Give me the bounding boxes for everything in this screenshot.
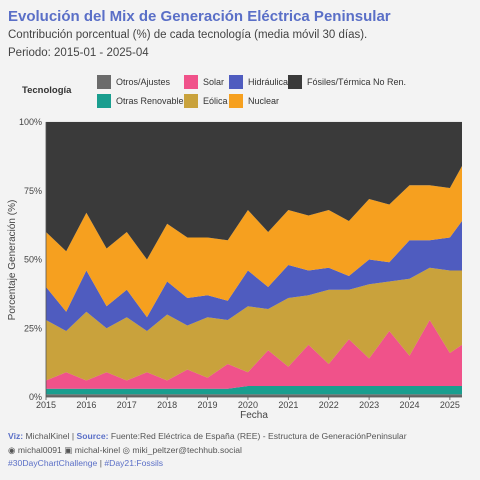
legend-label: Nuclear bbox=[248, 96, 280, 106]
x-tick-label: 2024 bbox=[399, 400, 419, 410]
area-series-hidraulica bbox=[46, 221, 462, 331]
y-tick-label: 100% bbox=[19, 117, 42, 127]
legend-swatch bbox=[288, 75, 302, 89]
legend-label: Otros/Ajustes bbox=[116, 77, 171, 87]
area-series-otros-ajustes bbox=[46, 394, 462, 397]
legend-swatch bbox=[184, 75, 198, 89]
chart-subtitle: Contribución porcentual (%) de cada tecn… bbox=[8, 29, 368, 41]
axes: 0% 25% 50% 75% 100% 2015 2016 2017 2018 2019 2020 2… bbox=[19, 117, 462, 410]
legend-swatch bbox=[97, 94, 111, 108]
legend-label: Fósiles/Térmica No Ren. bbox=[307, 77, 407, 87]
legend-title: Tecnología bbox=[22, 85, 72, 96]
hashtag-day[interactable]: #Day21:Fossils bbox=[104, 458, 164, 468]
separator-2: | bbox=[99, 458, 102, 468]
footer: Viz: MichalKinel | Source: Fuente:Red El… bbox=[8, 430, 407, 471]
linkedin-handle[interactable]: michal-kinel bbox=[74, 444, 121, 455]
x-tick-label: 2015 bbox=[36, 400, 56, 410]
x-tick-label: 2019 bbox=[198, 400, 218, 410]
area-series-solar bbox=[46, 320, 462, 389]
legend-swatch bbox=[97, 75, 111, 89]
x-axis-label: Fecha bbox=[240, 410, 268, 421]
legend-label: Otras Renovables bbox=[116, 96, 189, 106]
y-tick-label: 0% bbox=[29, 392, 42, 402]
linkedin-icon: ▣ bbox=[64, 444, 73, 455]
chart-period: Periodo: 2015-01 - 2025-04 bbox=[8, 47, 149, 59]
area-series-fosiles-termica-no-ren bbox=[46, 122, 462, 260]
source-value: Fuente:Red Eléctrica de España (REE) - E… bbox=[110, 431, 407, 441]
x-tick-label: 2020 bbox=[238, 400, 258, 410]
y-tick-label: 75% bbox=[24, 186, 42, 196]
legend-label: Solar bbox=[203, 77, 225, 87]
area-layer bbox=[46, 122, 462, 397]
legend-item-otras-renovables: Otras Renovables bbox=[97, 94, 188, 108]
source-label: Source: bbox=[76, 431, 109, 441]
x-tick-label: 2018 bbox=[157, 400, 177, 410]
separator: | bbox=[71, 431, 75, 441]
legend-item-eolica: Eólica bbox=[184, 94, 228, 108]
legend-item-solar: Solar bbox=[184, 75, 224, 89]
viz-label: Viz: bbox=[8, 431, 24, 441]
footer-social-line: ◉ michal0091 ▣ michal-kinel ◎ miki_peltz… bbox=[8, 444, 407, 458]
legend-item-fosiles: Fósiles/Térmica No Ren. bbox=[288, 75, 406, 89]
chart-title: Evolución del Mix de Generación Eléctric… bbox=[8, 8, 391, 25]
x-tick-label: 2021 bbox=[278, 400, 298, 410]
footer-hashtags-line: #30DayChartChallenge | #Day21:Fossils bbox=[8, 457, 407, 471]
mastodon-icon: ◎ bbox=[122, 444, 131, 455]
legend-item-hidraulica: Hidráulica bbox=[229, 75, 288, 89]
x-tick-label: 2017 bbox=[117, 400, 137, 410]
y-tick-label: 25% bbox=[24, 323, 42, 333]
x-tick-label: 2022 bbox=[319, 400, 339, 410]
github-handle[interactable]: michal0091 bbox=[17, 444, 62, 455]
x-tick-label: 2025 bbox=[440, 400, 460, 410]
legend-item-nuclear: Nuclear bbox=[229, 94, 279, 108]
viz-value: MichalKinel bbox=[25, 431, 70, 441]
area-series-nuclear bbox=[46, 166, 462, 318]
legend-label: Hidráulica bbox=[248, 77, 289, 87]
hashtag-main[interactable]: #30DayChartChallenge bbox=[8, 458, 98, 468]
legend-swatch bbox=[229, 75, 243, 89]
legend-item-otros-ajustes: Otros/Ajustes bbox=[97, 75, 170, 89]
legend-swatch bbox=[229, 94, 243, 108]
x-tick-label: 2016 bbox=[76, 400, 96, 410]
legend-label: Eólica bbox=[203, 96, 228, 106]
area-series-otras-renovables bbox=[46, 386, 462, 395]
footer-credits-line: Viz: MichalKinel | Source: Fuente:Red El… bbox=[8, 430, 407, 444]
legend-swatch bbox=[184, 94, 198, 108]
x-tick-label: 2023 bbox=[359, 400, 379, 410]
area-series-eolica bbox=[46, 267, 462, 381]
github-icon: ◉ bbox=[8, 444, 16, 455]
y-tick-label: 50% bbox=[24, 255, 42, 265]
y-axis-label: Porcentaje Generación (%) bbox=[7, 200, 18, 321]
mastodon-handle[interactable]: miki_peltzer@techhub.social bbox=[132, 444, 242, 455]
